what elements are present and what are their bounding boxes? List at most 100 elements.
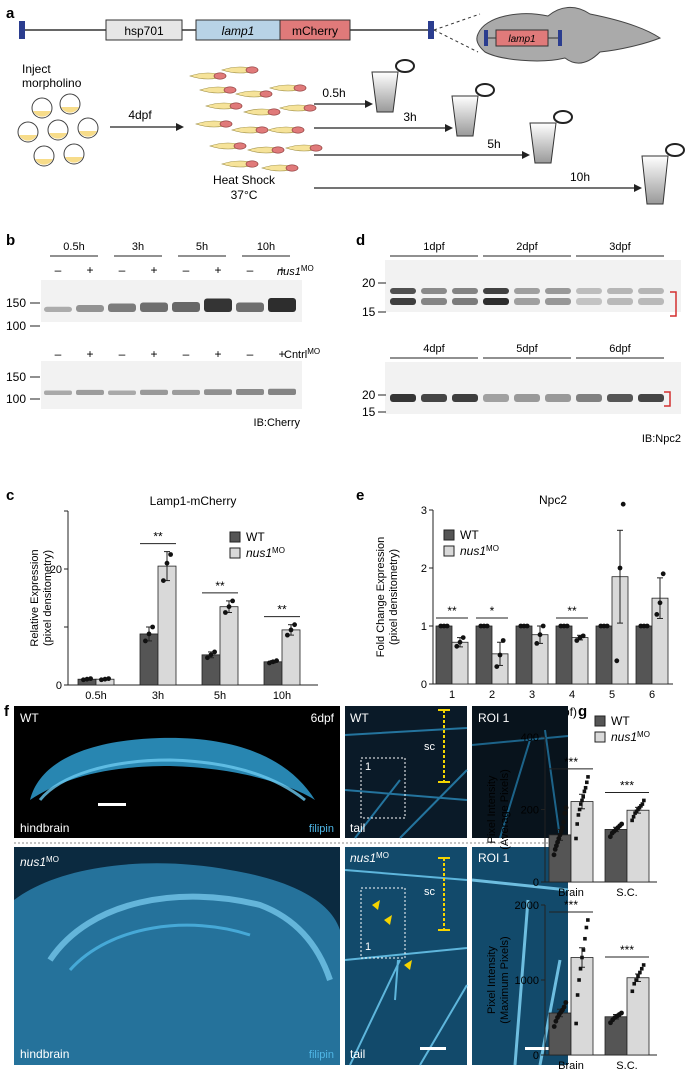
time-label: 5h — [196, 241, 208, 253]
data-point — [563, 1000, 569, 1005]
blot-band — [452, 288, 478, 294]
blot-band — [421, 298, 447, 305]
age-label: 4dpf — [423, 343, 445, 355]
age-label: 6dpf — [609, 343, 631, 355]
data-point — [553, 1018, 559, 1024]
bar — [595, 625, 613, 685]
significance-marker: ** — [215, 579, 225, 593]
blot-band — [607, 298, 633, 305]
data-point — [564, 623, 570, 629]
construct-right-arm — [428, 21, 434, 39]
zoom-line-top — [433, 13, 481, 31]
larva — [261, 164, 299, 172]
legend-mo: nus1MO — [611, 730, 650, 745]
mw-15-top: 15 — [362, 305, 376, 319]
y-axis-label: (Average Pixels) — [499, 769, 511, 850]
data-point — [494, 664, 500, 669]
scale-bar — [98, 803, 126, 806]
filipin-label: filipin — [309, 823, 334, 835]
blot-band — [545, 288, 571, 294]
legend-swatch-wt — [594, 715, 606, 727]
bar — [555, 625, 573, 685]
data-point — [639, 804, 643, 808]
data-point — [636, 974, 640, 979]
panel-a: a hsp701 lamp1 mCherry lamp1 Inject morp… — [6, 5, 685, 205]
y-axis-label: (Maximum Pixels) — [499, 936, 511, 1023]
blot-band — [140, 389, 168, 395]
blot-band — [44, 390, 72, 395]
lane-sign: + — [86, 347, 93, 361]
y-tick-label: 0 — [421, 679, 427, 691]
mcherry-box — [279, 19, 351, 41]
tube-lid — [553, 110, 573, 124]
mw-20-bottom: 20 — [362, 388, 376, 402]
blot-d-bottom — [385, 362, 681, 414]
arrowhead-icon — [372, 900, 380, 910]
timepoint-3h: 3h — [314, 83, 495, 137]
data-point — [150, 624, 156, 630]
lane-sign: – — [183, 347, 190, 361]
data-point — [552, 846, 558, 852]
data-point — [619, 1010, 624, 1016]
age-6dpf-label: 6dpf — [311, 711, 335, 725]
larva — [269, 84, 307, 92]
y-tick-label: 1 — [421, 621, 427, 633]
blot-band — [236, 389, 264, 395]
tube-lid — [395, 59, 415, 73]
y-axis-label: Pixel Intensity — [486, 775, 498, 843]
tube-lid — [475, 83, 495, 97]
lane-sign: + — [278, 263, 285, 277]
significance-marker: *** — [620, 778, 634, 792]
embryo — [59, 93, 81, 115]
tube-lid — [665, 143, 685, 157]
data-point — [576, 813, 581, 817]
larva — [221, 160, 259, 168]
bar — [435, 625, 453, 685]
embryo — [63, 143, 85, 165]
bar — [548, 834, 572, 883]
data-point — [634, 978, 638, 982]
fish-lamp1-box — [495, 29, 549, 47]
data-point — [660, 571, 666, 577]
data-point — [460, 635, 466, 640]
embryo — [31, 97, 53, 119]
blot-b-top — [41, 280, 302, 322]
data-point — [630, 989, 635, 994]
data-point — [617, 565, 623, 571]
data-point — [534, 641, 540, 646]
blot-band — [172, 302, 200, 312]
mo-tail-scale-bar — [420, 1047, 446, 1050]
mw-150-bottom: 150 — [6, 370, 26, 384]
blot-band — [545, 298, 571, 305]
data-point — [574, 638, 580, 643]
data-point — [577, 807, 582, 812]
data-point — [575, 993, 580, 997]
y-axis-label: Pixel Intensity — [486, 946, 498, 1014]
time-label: 0.5h — [63, 241, 84, 253]
blot-band — [483, 288, 509, 294]
mo-tail-image — [345, 847, 467, 1065]
blot-band — [390, 288, 416, 294]
y-tick-label: 0 — [533, 1050, 539, 1062]
blot-band — [172, 389, 200, 395]
timepoint-10h: 10h — [314, 143, 685, 205]
embryo — [33, 145, 55, 167]
significance-marker: ** — [567, 604, 577, 618]
y-tick-label: 0 — [533, 877, 539, 889]
y-axis-label: (pixel densitometry) — [388, 549, 400, 645]
y-tick-label: 1000 — [515, 975, 539, 987]
y-tick-label: 200 — [521, 805, 539, 817]
data-point — [208, 652, 214, 658]
larva — [189, 72, 227, 80]
data-point — [161, 578, 166, 583]
x-tick-label: 3h — [152, 690, 164, 702]
blot-band — [607, 394, 633, 402]
panel-b: b 0.5h 3h 5h 10h – + – + – + – + nus1MO 150 100 – +… — [6, 232, 320, 429]
data-point — [168, 552, 174, 557]
data-point — [143, 638, 148, 644]
data-point — [614, 658, 620, 664]
data-point — [223, 610, 228, 615]
blot-band — [44, 306, 72, 312]
significance-marker: *** — [620, 943, 634, 957]
blot-band — [483, 298, 509, 305]
